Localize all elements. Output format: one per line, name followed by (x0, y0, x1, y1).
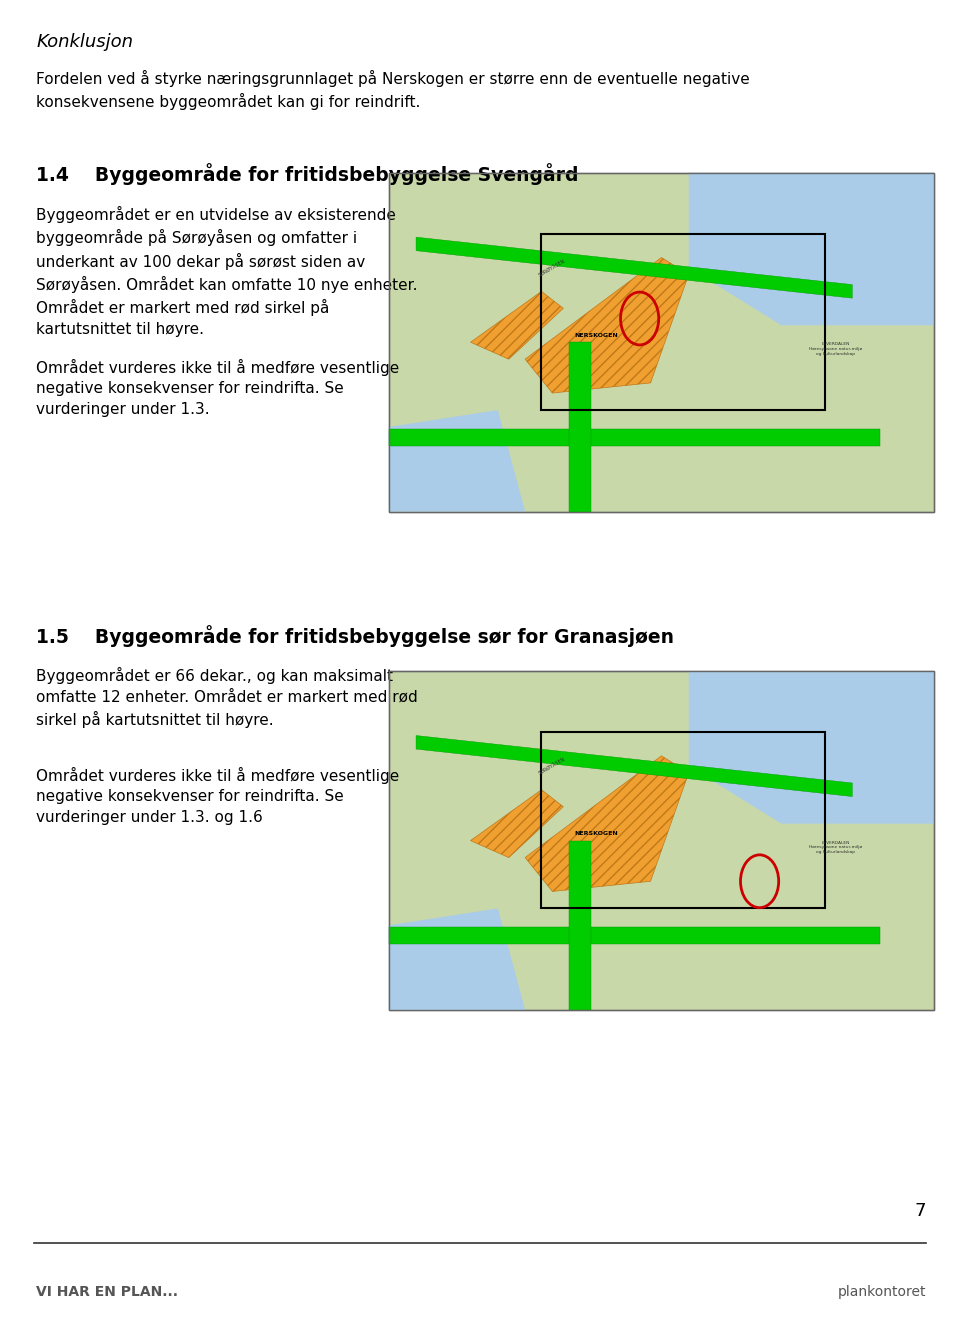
Polygon shape (525, 756, 688, 892)
Bar (541, 732, 825, 909)
Polygon shape (416, 237, 852, 298)
Bar (568, 342, 590, 512)
FancyBboxPatch shape (389, 173, 934, 512)
Text: Byggeområdet er 66 dekar., og kan maksimalt
omfatte 12 enheter. Området er marke: Byggeområdet er 66 dekar., og kan maksim… (36, 667, 419, 728)
Text: Området vurderes ikke til å medføre vesentlige
negative konsekvenser for reindri: Området vurderes ikke til å medføre vese… (36, 359, 399, 417)
Text: SØRØYÅSEN: SØRØYÅSEN (538, 258, 566, 278)
Bar (389, 928, 879, 944)
Polygon shape (470, 291, 564, 359)
Bar (389, 429, 879, 445)
Polygon shape (389, 409, 525, 512)
Polygon shape (389, 909, 525, 1010)
Text: 1.4    Byggeområde for fritidsbebyggelse Svengård: 1.4 Byggeområde for fritidsbebyggelse Sv… (36, 163, 579, 186)
Text: Fordelen ved å styrke næringsgrunnlaget på Nerskogen er større enn de eventuelle: Fordelen ved å styrke næringsgrunnlaget … (36, 70, 750, 110)
Text: SØRØYÅSEN: SØRØYÅSEN (538, 756, 566, 776)
Polygon shape (688, 671, 934, 824)
FancyBboxPatch shape (389, 671, 934, 1010)
Bar (389, 173, 934, 512)
Polygon shape (688, 173, 934, 326)
Polygon shape (470, 789, 564, 857)
Text: VI HAR EN PLAN...: VI HAR EN PLAN... (36, 1285, 179, 1298)
Text: plankontoret: plankontoret (838, 1285, 926, 1298)
Text: LEVERDALEN
Høresynsone natur-miljø
og kulturlandskap: LEVERDALEN Høresynsone natur-miljø og ku… (809, 343, 862, 356)
Text: NERSKOGEN: NERSKOGEN (574, 832, 618, 836)
Polygon shape (416, 735, 852, 796)
Bar (568, 841, 590, 1010)
Bar (541, 234, 825, 409)
Polygon shape (525, 258, 688, 393)
Text: Byggeområdet er en utvidelse av eksisterende
byggeområde på Sørøyåsen og omfatte: Byggeområdet er en utvidelse av eksister… (36, 206, 418, 336)
Text: Området vurderes ikke til å medføre vesentlige
negative konsekvenser for reindri: Området vurderes ikke til å medføre vese… (36, 767, 399, 825)
Text: 7: 7 (915, 1201, 926, 1220)
Text: NERSKOGEN: NERSKOGEN (574, 334, 618, 338)
Text: LEVERDALEN
Høresynsone natur-miljø
og kulturlandskap: LEVERDALEN Høresynsone natur-miljø og ku… (809, 841, 862, 855)
Text: Konklusjon: Konklusjon (36, 33, 133, 52)
Bar (389, 671, 934, 1010)
Text: 1.5    Byggeområde for fritidsbebyggelse sør for Granasjøen: 1.5 Byggeområde for fritidsbebyggelse sø… (36, 625, 675, 647)
